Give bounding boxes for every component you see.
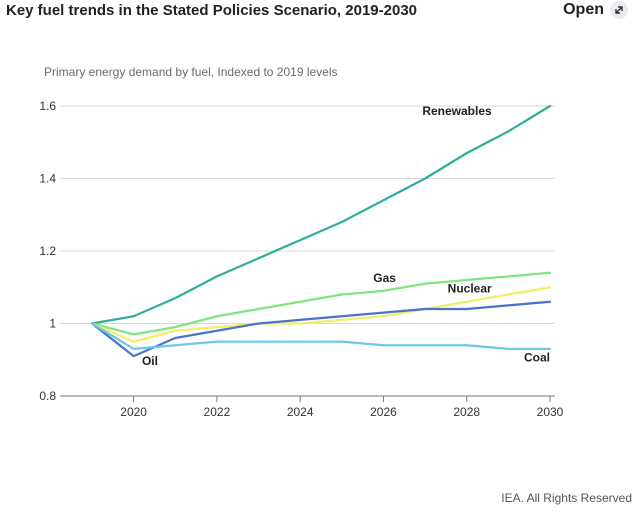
- y-tick-label: 1.6: [39, 99, 56, 113]
- chart-header: Key fuel trends in the Stated Policies S…: [0, 0, 640, 24]
- y-tick-label: 1.4: [39, 172, 56, 186]
- x-tick-label: 2024: [287, 405, 314, 419]
- series-label-renewables: Renewables: [422, 104, 492, 118]
- expand-icon: [610, 1, 628, 19]
- open-button[interactable]: Open: [563, 1, 628, 19]
- x-tick-label: 2030: [537, 405, 564, 419]
- series-label-nuclear: Nuclear: [448, 282, 492, 296]
- series-line-nuclear: [90, 286, 552, 343]
- x-axis: 2020 2022 2024 2026 2028 2030: [120, 396, 564, 419]
- series-line-renewables: [90, 104, 552, 325]
- series-label-coal: Coal: [524, 351, 550, 365]
- series-line-gas: [90, 271, 552, 336]
- series-labels: Renewables Gas Nuclear Oil Coal: [142, 104, 550, 368]
- line-chart: Primary energy demand by fuel, Indexed t…: [39, 65, 564, 419]
- y-tick-label: 0.8: [39, 389, 56, 403]
- y-tick-label: 1: [49, 317, 56, 331]
- series-label-oil: Oil: [142, 354, 158, 368]
- x-tick-label: 2020: [120, 405, 147, 419]
- y-tick-label: 1.2: [39, 244, 56, 258]
- x-tick-label: 2022: [204, 405, 231, 419]
- series-line-coal: [90, 322, 552, 350]
- open-button-label: Open: [563, 1, 604, 18]
- copyright-credit: IEA. All Rights Reserved: [501, 491, 632, 505]
- chart-subtitle: Primary energy demand by fuel, Indexed t…: [44, 65, 338, 79]
- x-tick-label: 2028: [453, 405, 480, 419]
- series-line-oil: [90, 300, 552, 358]
- x-tick-label: 2026: [370, 405, 397, 419]
- page-title: Key fuel trends in the Stated Policies S…: [6, 2, 417, 19]
- chart-grid: [60, 105, 555, 397]
- y-axis: 0.8 1 1.2 1.4 1.6: [39, 99, 56, 403]
- series-lines: [90, 104, 552, 358]
- series-label-gas: Gas: [373, 271, 396, 285]
- chart-container: Primary energy demand by fuel, Indexed t…: [0, 50, 640, 440]
